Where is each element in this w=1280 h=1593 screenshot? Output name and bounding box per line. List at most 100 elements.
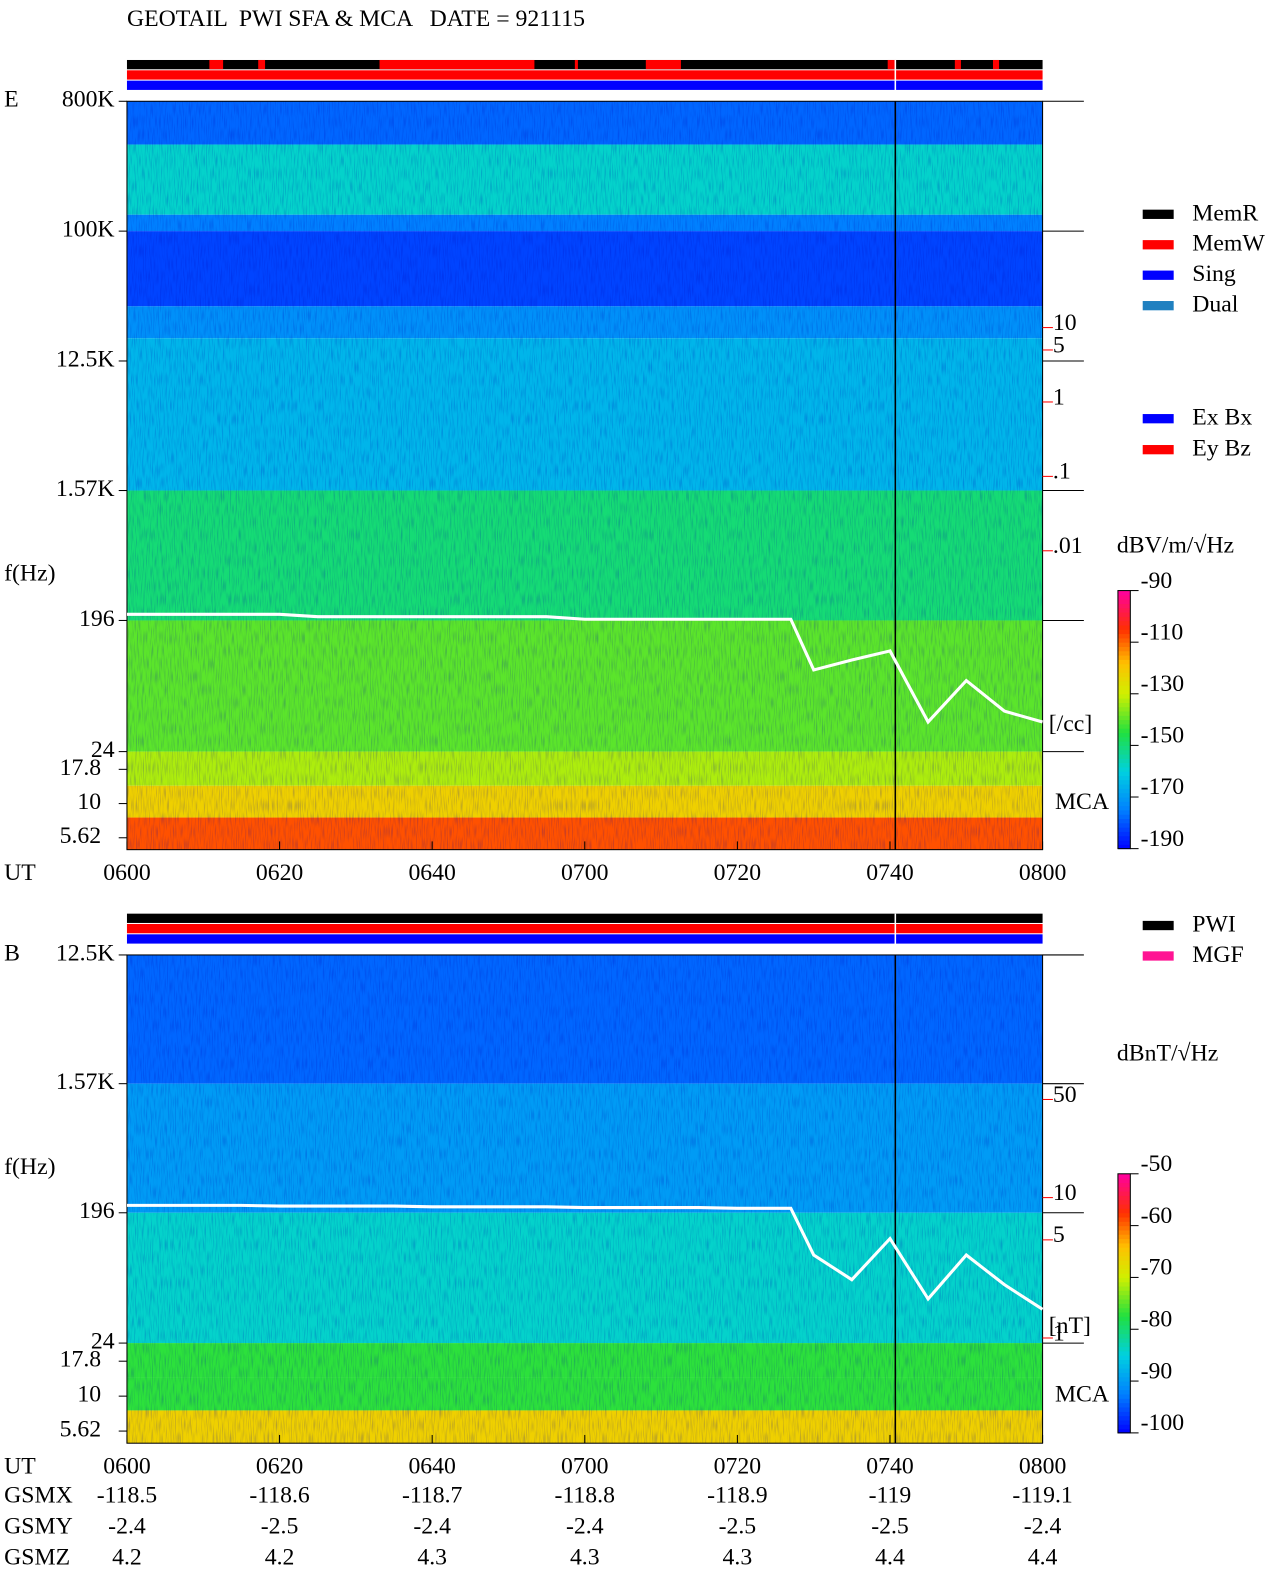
y2-axis-label: [nT] [1049, 1313, 1091, 1339]
colorbar-label: dBV/m/√Hz [1117, 533, 1234, 559]
x-tick-label: 0620 [256, 1453, 303, 1479]
colorbar-cell [1117, 659, 1131, 665]
colorbar-cell [1117, 775, 1131, 781]
orbit-value: -118.5 [97, 1482, 157, 1508]
y2-tick-label: 1 [1053, 384, 1065, 410]
colorbar-cell [1117, 1324, 1131, 1330]
colorbar-cell [1117, 1273, 1131, 1278]
colorbar-cell [1117, 1411, 1131, 1417]
x-tick-label: 0720 [714, 1453, 761, 1479]
orbit-value: 4.4 [875, 1544, 905, 1570]
y-tick-label: 196 [79, 1198, 115, 1224]
colorbar-cell [1117, 590, 1131, 596]
colorbar-cell [1117, 599, 1131, 604]
y2-tick-label: 10 [1053, 310, 1077, 336]
colorbar-cell [1117, 1281, 1131, 1287]
mca-tick-label: 5.62 [60, 823, 102, 849]
x-tick-label: 0640 [408, 860, 455, 886]
colorbar-cell [1117, 1268, 1131, 1274]
colorbar-cell [1117, 728, 1131, 734]
legend-label: MemR [1192, 200, 1258, 226]
x-tick-label: 0720 [714, 860, 761, 886]
status-segment [126, 59, 1043, 70]
orbit-value: 4.3 [723, 1544, 753, 1570]
orbit-value: -2.5 [871, 1513, 909, 1539]
colorbar-cell [1117, 814, 1131, 820]
colorbar-cell [1117, 1221, 1131, 1227]
colorbar-cell [1117, 1294, 1131, 1300]
orbit-value: -118.7 [402, 1482, 463, 1508]
colorbar-cell [1117, 702, 1131, 708]
colorbar-cell [1117, 1260, 1131, 1265]
status-segment [574, 59, 578, 70]
colorbar-cell [1117, 655, 1131, 660]
colorbar-cell [1117, 1247, 1131, 1253]
colorbar-cell [1117, 1277, 1131, 1283]
colorbar-cell [1117, 1342, 1131, 1348]
colorbar-cell [1117, 1320, 1131, 1326]
colorbar-cell [1117, 1368, 1131, 1373]
y2-tick-label: 1 [1053, 1320, 1065, 1346]
y-tick-label: 196 [79, 606, 115, 632]
colorbar-cell [1117, 607, 1131, 613]
colorbar-cell [1117, 629, 1131, 635]
colorbar-cell [1117, 1385, 1131, 1391]
orbit-value: 4.2 [265, 1544, 295, 1570]
colorbar-cell [1117, 822, 1131, 828]
colorbar-cell [1117, 1376, 1131, 1382]
colorbar-cell [1117, 1178, 1131, 1183]
data-line [126, 1203, 1044, 1311]
y2-tick-label: .1 [1053, 459, 1071, 485]
colorbar-cell [1117, 594, 1131, 600]
colorbar-cell [1117, 762, 1131, 768]
colorbar-cell [1117, 1216, 1131, 1222]
colorbar-cell [1117, 1286, 1131, 1291]
legend-swatch [1142, 920, 1174, 931]
orbit-value: -2.5 [261, 1513, 299, 1539]
y2-axis-label: [/cc] [1049, 711, 1092, 737]
colorbar-cell [1117, 1186, 1131, 1192]
legend-label: Sing [1192, 261, 1236, 287]
legend-swatch [1142, 445, 1174, 455]
status-segment [126, 923, 1043, 934]
data-line [126, 612, 1044, 725]
orbit-value: 4.3 [570, 1544, 600, 1570]
colorbar-cell [1117, 1234, 1131, 1240]
colorbar-cell [1117, 784, 1131, 789]
colorbar-tick-label: -110 [1141, 619, 1184, 645]
colorbar-cell [1117, 1428, 1131, 1434]
y-axis-label: f(Hz) [4, 1154, 55, 1180]
legend-swatch [1142, 270, 1174, 280]
colorbar-cell [1117, 1398, 1131, 1404]
colorbar-cell [1117, 1389, 1131, 1395]
colorbar-cell [1117, 840, 1131, 845]
colorbar-tick-label: -70 [1141, 1255, 1173, 1281]
colorbar-cell [1117, 698, 1131, 703]
y-tick-label: 1.57K [56, 1069, 115, 1095]
orbit-value: -2.5 [719, 1513, 757, 1539]
x-tick-label: 0600 [103, 1453, 150, 1479]
colorbar-cell [1117, 715, 1131, 721]
orbit-value: 4.3 [417, 1544, 447, 1570]
mca-tick-label: 17.8 [60, 1347, 102, 1373]
status-segment [992, 59, 1000, 70]
colorbar-cell [1117, 642, 1131, 647]
colorbar-cell [1117, 1359, 1131, 1365]
colorbar-cell [1117, 1372, 1131, 1378]
colorbar-cell [1117, 1350, 1131, 1356]
legend-swatch [1142, 951, 1174, 961]
status-segment [126, 934, 1043, 944]
colorbar-cell [1117, 719, 1131, 725]
y-tick-label: 12.5K [56, 346, 115, 372]
colorbar-cell [1117, 1182, 1131, 1188]
colorbar-cell [1117, 676, 1131, 682]
colorbar-cell [1117, 1299, 1131, 1304]
colorbar-cell [1117, 831, 1131, 837]
colorbar-cell [1117, 758, 1131, 764]
colorbar-tick-label: -170 [1141, 774, 1185, 800]
status-segment [126, 913, 1043, 923]
colorbar-cell [1117, 1419, 1131, 1425]
y-tick-label: 24 [91, 1329, 115, 1355]
legend-swatch [1142, 209, 1174, 219]
x-tick-label: 0800 [1019, 860, 1066, 886]
